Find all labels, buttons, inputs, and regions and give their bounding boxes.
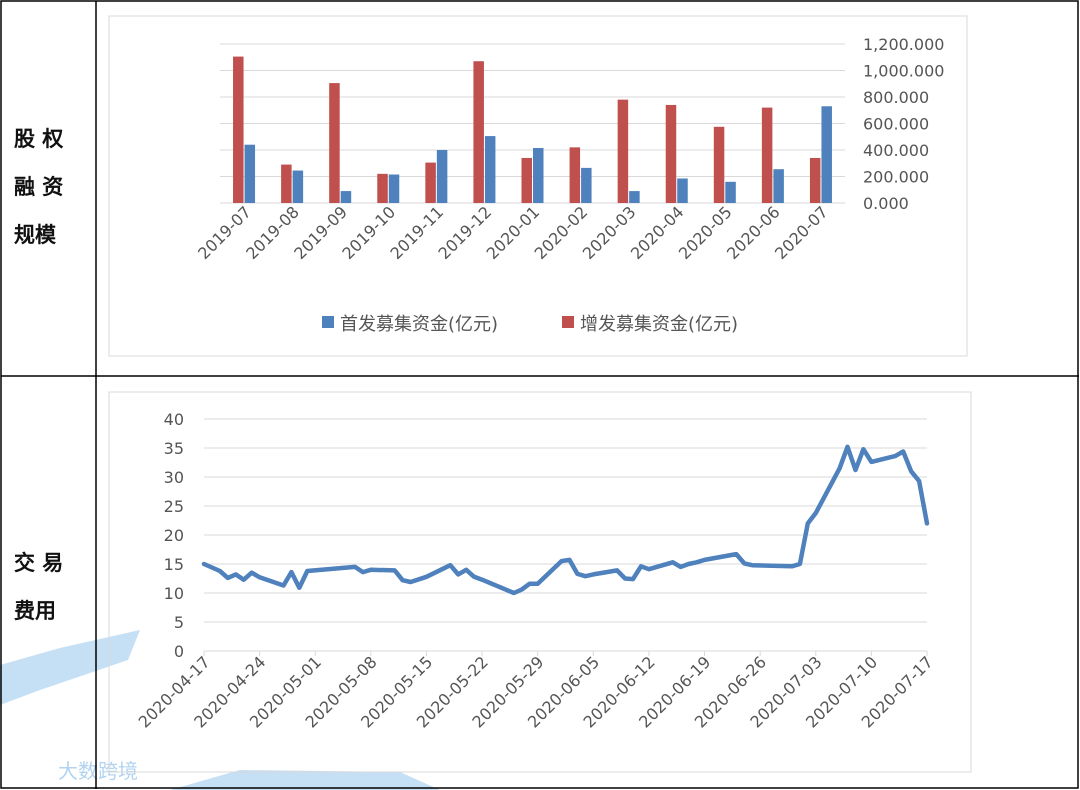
bar-additional-2020-02 [569, 147, 581, 203]
watermark-swoosh-bottom [170, 770, 440, 790]
bar-chart: 0.000 200.000 400.000 600.000 800.000 1,000.0… [108, 15, 968, 357]
line-chart-area [108, 391, 972, 773]
bar-ipo-2020-01 [533, 148, 544, 203]
bar-ipo-2020-06 [773, 169, 784, 203]
bar-ipo-2020-05 [725, 181, 736, 203]
legend-label-additional: 增发募集资金(亿元) [580, 314, 738, 335]
bar-chart-x-axis: 2019-072019-082019-092019-102019-112019-… [194, 202, 832, 263]
row-label-line: 交 易 [14, 550, 63, 575]
watermark: 大数跨境 [0, 630, 440, 790]
bar-additional-2020-01 [521, 157, 532, 203]
bar-ipo-2019-07 [244, 144, 256, 203]
line-chart-gridlines [204, 418, 927, 652]
line-chart-series [201, 444, 930, 596]
row-label-equity: 股 权 融 资 规模 [14, 126, 63, 247]
bar-ipo-2019-12 [484, 136, 496, 203]
bar-additional-2020-07 [809, 157, 821, 203]
legend-label-ipo: 首发募集资金(亿元) [340, 314, 498, 335]
y-tick-label: 10 [164, 584, 184, 603]
y-tick-label: 35 [164, 439, 184, 458]
y-tick-label: 25 [164, 497, 184, 516]
bar-ipo-2019-09 [340, 191, 352, 203]
watermark-swoosh-left [0, 630, 140, 705]
series-line-transaction-fees [201, 444, 930, 596]
line-chart-y-axis: 0 5 10 15 20 25 30 35 40 [164, 410, 184, 661]
bar-chart-gridlines [220, 43, 845, 204]
watermark-text: 大数跨境 [58, 759, 138, 783]
row-label-line: 费用 [14, 598, 56, 623]
bar-ipo-2019-10 [388, 174, 400, 203]
bar-additional-2020-05 [713, 126, 725, 203]
bar-additional-2019-08 [281, 164, 292, 203]
y-tick-label: 40 [164, 410, 184, 429]
bar-chart-area [108, 15, 968, 357]
bar-additional-2019-10 [377, 173, 388, 203]
bar-additional-2019-07 [233, 56, 244, 204]
bar-ipo-2020-02 [581, 167, 592, 203]
bar-additional-2020-04 [665, 104, 677, 203]
y-tick-label: 1,000.000 [863, 62, 944, 81]
bar-additional-2020-03 [617, 99, 629, 203]
bar-ipo-2019-11 [436, 150, 448, 203]
y-tick-label: 5 [174, 613, 184, 632]
y-tick-label: 1,200.000 [863, 35, 944, 54]
legend-swatch-ipo [322, 316, 334, 328]
y-tick-label: 15 [164, 555, 184, 574]
bar-chart-y-axis: 0.000 200.000 400.000 600.000 800.000 1,000.0… [863, 35, 944, 213]
x-tick-label: 2020-07 [771, 202, 832, 263]
y-tick-label: 800.000 [863, 88, 929, 107]
bar-additional-2019-12 [473, 61, 484, 203]
bar-chart-legend: 首发募集资金(亿元) 增发募集资金(亿元) [322, 314, 738, 335]
row-label-line: 规模 [14, 222, 57, 247]
bar-chart-bars [233, 56, 832, 204]
bar-additional-2020-06 [761, 107, 773, 203]
legend-swatch-additional [562, 316, 574, 328]
bar-additional-2019-11 [425, 162, 436, 203]
line-chart-x-axis: 2020-04-172020-04-242020-05-012020-05-08… [135, 651, 937, 732]
bar-ipo-2020-07 [821, 106, 832, 203]
y-tick-label: 0.000 [863, 194, 909, 213]
y-tick-label: 600.000 [863, 115, 929, 134]
bar-ipo-2020-03 [629, 191, 640, 203]
y-tick-label: 30 [164, 468, 184, 487]
line-chart: 0 5 10 15 20 25 30 35 40 2020-04-172020-04-24202… [108, 391, 972, 773]
bar-ipo-2019-08 [292, 170, 304, 203]
row-label-line: 融 资 [14, 174, 63, 199]
y-tick-label: 400.000 [863, 141, 929, 160]
y-tick-label: 0 [174, 642, 184, 661]
row-label-fees: 交 易 费用 [14, 550, 63, 623]
bar-additional-2019-09 [329, 83, 340, 203]
y-tick-label: 200.000 [863, 168, 929, 187]
y-tick-label: 20 [164, 526, 184, 545]
row-label-line: 股 权 [14, 126, 63, 151]
bar-ipo-2020-04 [677, 178, 688, 203]
